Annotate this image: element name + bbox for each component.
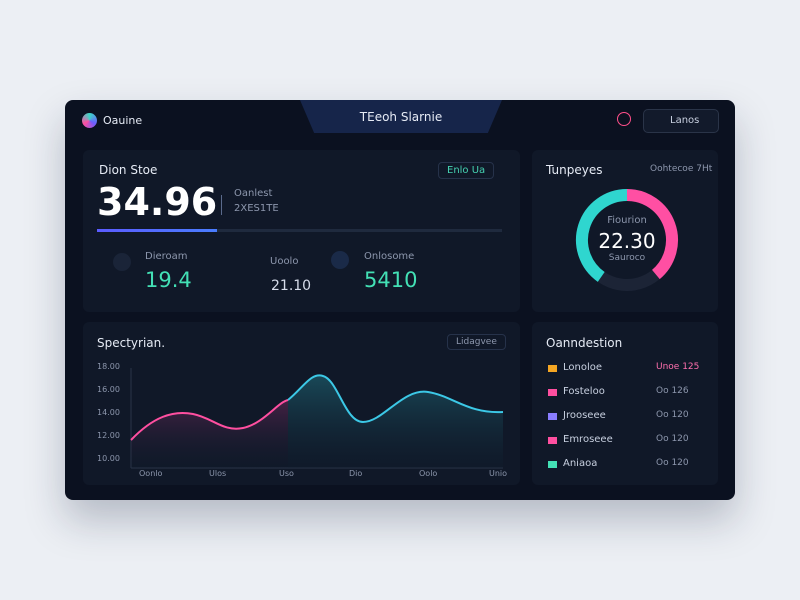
gauge-card: Tunpeyes Oohtecoe 7Ht Fiourion 22.30 Sau…	[532, 150, 718, 312]
metric-value: 19.4	[145, 268, 192, 292]
x-label: Uso	[279, 469, 294, 478]
row-value: Oo 120	[656, 458, 689, 468]
area	[288, 375, 503, 468]
row-value: Unoe 125	[656, 362, 700, 372]
header-button-label: Lanos	[670, 115, 700, 126]
y-label: 18.00	[97, 362, 120, 371]
row-label: Aniaoa	[563, 458, 598, 469]
row-icon	[548, 437, 557, 444]
gauge-value: 22.30	[598, 229, 656, 253]
row-value: Oo 126	[656, 386, 689, 396]
y-label: 12.00	[97, 431, 120, 440]
dashboard: Oauine TEeoh Slarnie Lanos Dion Stoe Enl…	[65, 100, 735, 500]
trend-line	[130, 399, 289, 441]
row-value: Oo 120	[656, 410, 689, 420]
header-button[interactable]: Lanos	[643, 109, 719, 133]
metric-icon	[331, 251, 349, 269]
summary-value: 34.96	[97, 180, 218, 224]
row-label: Jrooseee	[563, 410, 606, 421]
row-icon	[548, 389, 557, 396]
metric-icon	[113, 253, 131, 271]
metric-label: Onlosome	[364, 251, 415, 262]
row-label: Emroseee	[563, 434, 613, 445]
row-icon	[548, 461, 557, 468]
y-label: 14.00	[97, 408, 120, 417]
x-label: Oolo	[419, 469, 438, 478]
metric-label: Dieroam	[145, 251, 188, 262]
progress-track	[97, 229, 502, 232]
progress-fill	[97, 229, 217, 232]
tab-label: TEeoh Slarnie	[359, 110, 443, 124]
gauge-arc	[575, 189, 628, 282]
area	[131, 400, 288, 468]
trend-title: Spectyrian.	[97, 336, 166, 350]
trend-button[interactable]: Lidagvee	[447, 334, 506, 350]
row-label: Fosteloo	[563, 386, 605, 397]
x-label: Oonlo	[139, 469, 163, 478]
row-label: Lonoloe	[563, 362, 603, 373]
gauge-arc	[626, 189, 678, 280]
trend-card: Spectyrian. Lidagvee 18.00 16.00 14.00 12.0…	[83, 322, 520, 485]
gauge-title: Tunpeyes	[546, 163, 603, 177]
tab[interactable]: TEeoh Slarnie	[300, 100, 502, 133]
trend-chart	[130, 368, 504, 469]
gauge	[575, 189, 678, 291]
trend-line	[287, 374, 504, 424]
list-title: Oanndestion	[546, 336, 623, 350]
x-label: Unio	[489, 469, 508, 478]
summary-badge[interactable]: Enlo Ua	[438, 162, 495, 179]
row-icon	[548, 413, 557, 420]
summary-title: Dion Stoe	[99, 163, 158, 177]
x-label: Ulos	[209, 469, 227, 478]
y-label: 10.00	[97, 454, 120, 463]
summary-side-bottom: 2XES1TE	[234, 203, 279, 214]
divider	[221, 195, 222, 215]
metric-label: Uoolo	[270, 256, 299, 267]
summary-side-top: Oanlest	[234, 188, 273, 199]
y-label: 16.00	[97, 385, 120, 394]
brand: Oauine	[103, 114, 143, 127]
gauge-label: Sauroco	[608, 253, 646, 263]
x-label: Dio	[349, 469, 363, 478]
metric-value: 21.10	[271, 278, 312, 294]
row-value: Oo 120	[656, 434, 689, 444]
metric-value: 5410	[364, 268, 418, 292]
row-icon	[548, 365, 557, 372]
list-card: Oanndestion Lonoloe Unoe 125 Fosteloo Oo 12…	[532, 322, 718, 485]
gauge-note: Oohtecoe 7Ht	[650, 164, 713, 174]
logo	[82, 113, 97, 128]
gauge-label: Fiourion	[607, 215, 647, 226]
alert-icon[interactable]	[617, 112, 631, 126]
summary-card: Dion Stoe Enlo Ua 34.96 Oanlest 2XES1TE …	[83, 150, 520, 312]
